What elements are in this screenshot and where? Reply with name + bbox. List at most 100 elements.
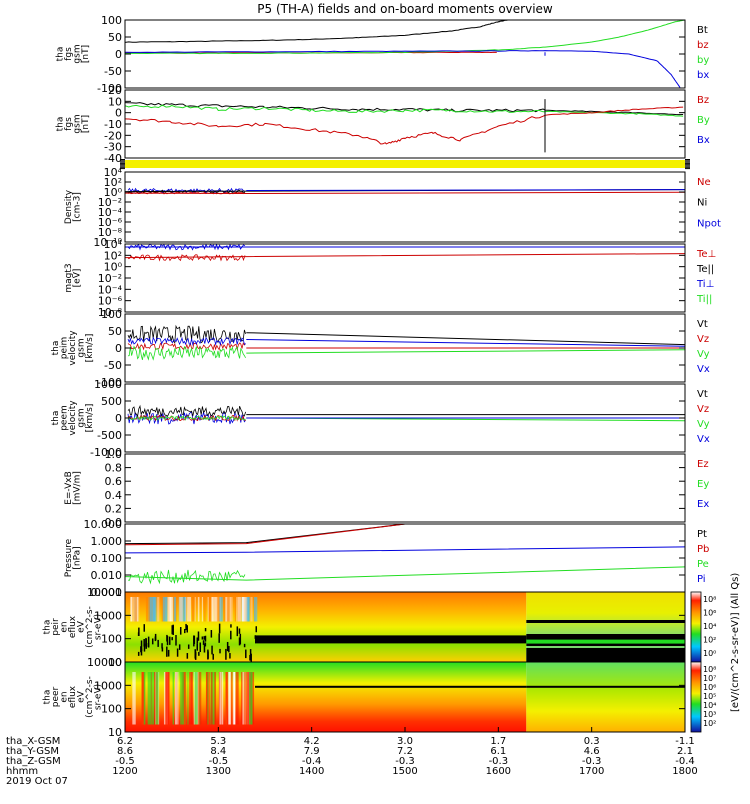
spectrogram-noise <box>147 636 150 648</box>
y-axis-label-line: peer <box>51 686 61 707</box>
x-tick-label-hhmm: 1400 <box>299 766 324 777</box>
velocity-burst-trace <box>127 336 246 347</box>
spectrogram-late <box>526 662 685 732</box>
status-bar-edge <box>685 162 690 164</box>
spectrogram-streak <box>208 597 211 622</box>
panel-7: 1.00.80.60.40.20.0 E=-VxB[mV/m] Ez Ey Ex <box>64 448 710 529</box>
legend-Ez: Ez <box>697 459 709 470</box>
colorbar-tick-label: 10⁶ <box>703 683 716 692</box>
spectrogram-noise <box>210 630 213 638</box>
panel-frame <box>124 89 686 159</box>
spectrogram-noise <box>212 653 214 660</box>
spectrogram-streak <box>235 672 239 725</box>
spectrogram-noise <box>187 644 190 649</box>
panel-stack: 100500-50-100thafgsgsm[nT]Btbzbybx20100-… <box>43 14 742 739</box>
spectrogram-streak <box>200 672 202 725</box>
spectrogram-streak <box>225 597 229 622</box>
panel-6: 1000 500 0 -500 -1000 thapeemvelocitygsm[km/s… <box>51 378 710 459</box>
spectrogram-streak <box>241 672 243 725</box>
spectrogram-noise <box>249 649 252 657</box>
spectrogram-noise <box>179 627 182 635</box>
series-Npot <box>246 189 685 191</box>
spectrogram-streak <box>246 597 248 622</box>
spectrogram-streak <box>211 597 213 622</box>
spectrogram-streak <box>178 597 183 622</box>
spectrogram-streak <box>241 597 245 622</box>
legend-Npot: Npot <box>697 218 721 229</box>
y-axis-label: E=-VxB[mV/m] <box>64 471 83 505</box>
y-axis-label-line: [km/s] <box>85 334 95 363</box>
spectrogram-streak <box>243 597 247 622</box>
spectrogram-streak <box>243 672 248 725</box>
colorbar-tick-label: 10² <box>703 719 716 728</box>
spectrogram-streak <box>187 597 190 622</box>
y-axis-label-line: velocity <box>68 400 78 436</box>
x-tick-label-hhmm: 1800 <box>672 766 697 777</box>
spectrogram-noise <box>178 644 181 650</box>
spectrogram-noise <box>168 636 171 645</box>
status-bar-edge <box>120 162 125 164</box>
spectrogram-noise <box>226 641 229 652</box>
y-tick-label: 10 <box>108 726 122 739</box>
y-axis-label-line: sr-eV) <box>94 614 104 640</box>
panel-5: 100500-50-100thapeimvelocitygsm[km/s]VtV… <box>51 308 710 389</box>
spectrogram-noise <box>171 625 173 635</box>
y-axis-label: Pressure[nPa] <box>64 538 83 577</box>
y-tick-label: 20 <box>108 84 122 97</box>
panel-frame <box>124 171 686 243</box>
y-axis-label-line: [nT] <box>81 45 91 63</box>
panel-8: 10.0001.0000.1000.0100.001Pressure[nPa]P… <box>64 518 710 599</box>
y-tick-label: 1.0 <box>105 448 123 461</box>
spectrogram-noise <box>157 639 159 647</box>
legend-Vz: Vz <box>697 404 709 415</box>
legend-Pt: Pt <box>697 529 707 540</box>
series-Vx <box>246 339 685 347</box>
spectrogram-streak <box>217 597 221 622</box>
spectrogram-streak <box>234 597 236 622</box>
spectrogram-streak <box>250 672 253 725</box>
spectrogram-noise <box>138 627 140 636</box>
spectrogram-band <box>526 685 685 688</box>
spectrogram-noise <box>238 637 241 646</box>
series-Pb <box>125 524 406 546</box>
y-axis-label-line: gsm <box>77 408 87 427</box>
x-tick-label-zgsm: -0.3 <box>395 756 415 767</box>
spectrogram-noise <box>184 628 186 634</box>
y-axis-label-line: eV <box>77 690 87 703</box>
x-tick-label-zgsm: -0.3 <box>489 756 509 767</box>
spectrogram-noise <box>176 648 179 657</box>
legend-Vx: Vx <box>697 434 710 445</box>
series-by <box>125 20 685 55</box>
spectrogram-streak <box>194 672 198 725</box>
y-tick-label: 10² <box>104 176 122 189</box>
y-tick-label: 0.4 <box>105 489 123 502</box>
spectrogram-streak <box>172 672 175 725</box>
status-bar-edge <box>120 168 125 170</box>
velocity-burst-trace <box>127 345 246 361</box>
y-tick-label: -100 <box>97 82 122 95</box>
spectrogram-noise <box>229 653 231 659</box>
y-tick-label: 50 <box>108 325 122 338</box>
spectrogram-noise <box>245 649 247 659</box>
spectrogram-streak <box>152 597 156 622</box>
status-bar-edge <box>685 168 690 170</box>
figure-title: P5 (TH-A) fields and on-board moments ov… <box>257 2 553 16</box>
legend-Pe: Pe <box>697 559 709 570</box>
legend-Ni: Ni <box>697 198 707 209</box>
colorbar-tick-label: 10⁷ <box>703 674 716 683</box>
spectrogram-noise <box>228 645 230 653</box>
spectrogram-noise <box>202 640 205 645</box>
y-tick-label: 100 <box>101 308 122 321</box>
spectrogram-streak <box>226 597 230 622</box>
legend-Vt: Vt <box>697 319 708 330</box>
series-Pi <box>125 546 685 554</box>
x-tick-label-ygsm: 2.1 <box>677 746 693 757</box>
y-axis-label-line: peim <box>60 337 70 360</box>
spectrogram-noise <box>151 638 154 645</box>
colorbar-tick-label: 10⁸ <box>703 595 716 604</box>
colorbar-tick-label: 10² <box>703 636 716 645</box>
y-tick-label: 10⁻⁴ <box>98 283 123 296</box>
y-tick-label: 0 <box>115 412 122 425</box>
spectrogram-band <box>526 620 685 623</box>
